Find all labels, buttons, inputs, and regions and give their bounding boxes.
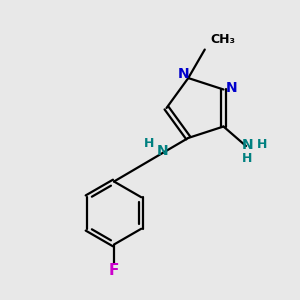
Text: CH₃: CH₃	[210, 33, 235, 46]
Text: N: N	[178, 67, 190, 80]
Text: N: N	[226, 81, 238, 95]
Text: N: N	[156, 144, 168, 158]
Text: H: H	[256, 138, 267, 151]
Text: N: N	[242, 137, 253, 152]
Text: H: H	[143, 137, 154, 151]
Text: H: H	[242, 152, 253, 165]
Text: F: F	[109, 263, 119, 278]
